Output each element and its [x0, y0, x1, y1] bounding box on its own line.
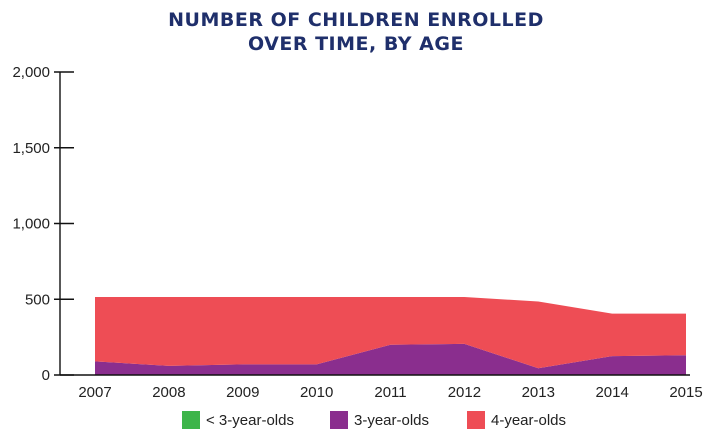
legend-swatch — [467, 411, 485, 429]
y-tick-label: 0 — [42, 367, 50, 384]
area-series-1 — [95, 343, 686, 375]
y-tick-label: 500 — [25, 291, 50, 308]
legend-swatch — [182, 411, 200, 429]
x-tick-label: 2007 — [78, 384, 111, 401]
area-series-2 — [95, 297, 686, 369]
x-tick-label: 2013 — [522, 384, 555, 401]
chart-title-line-2: OVER TIME, BY AGE — [248, 33, 464, 55]
y-tick-label: 2,000 — [12, 64, 50, 81]
chart-title-line-1: NUMBER OF CHILDREN ENROLLED — [168, 9, 544, 31]
legend-label: < 3-year-olds — [206, 412, 294, 429]
axes: 0 500 1,000 1,500 2,000 2007 2008 2009 2010 2011 2… — [12, 64, 702, 401]
legend-item-0: < 3-year-olds — [182, 411, 294, 429]
legend-item-1: 3-year-olds — [330, 411, 429, 429]
y-tick-label: 1,000 — [12, 216, 50, 233]
legend-item-2: 4-year-olds — [467, 411, 566, 429]
x-tick-label: 2012 — [448, 384, 481, 401]
x-tick-label: 2014 — [595, 384, 628, 401]
x-tick-label: 2011 — [374, 384, 406, 401]
legend: < 3-year-olds 3-year-olds 4-year-olds — [182, 411, 566, 429]
x-tick-label: 2015 — [669, 384, 702, 401]
legend-swatch — [330, 411, 348, 429]
x-tick-label: 2010 — [300, 384, 333, 401]
x-tick-label: 2009 — [226, 384, 259, 401]
x-tick-label: 2008 — [152, 384, 185, 401]
legend-label: 3-year-olds — [354, 412, 429, 429]
plot-area — [95, 297, 686, 375]
legend-label: 4-year-olds — [491, 412, 566, 429]
y-tick-label: 1,500 — [12, 140, 50, 157]
